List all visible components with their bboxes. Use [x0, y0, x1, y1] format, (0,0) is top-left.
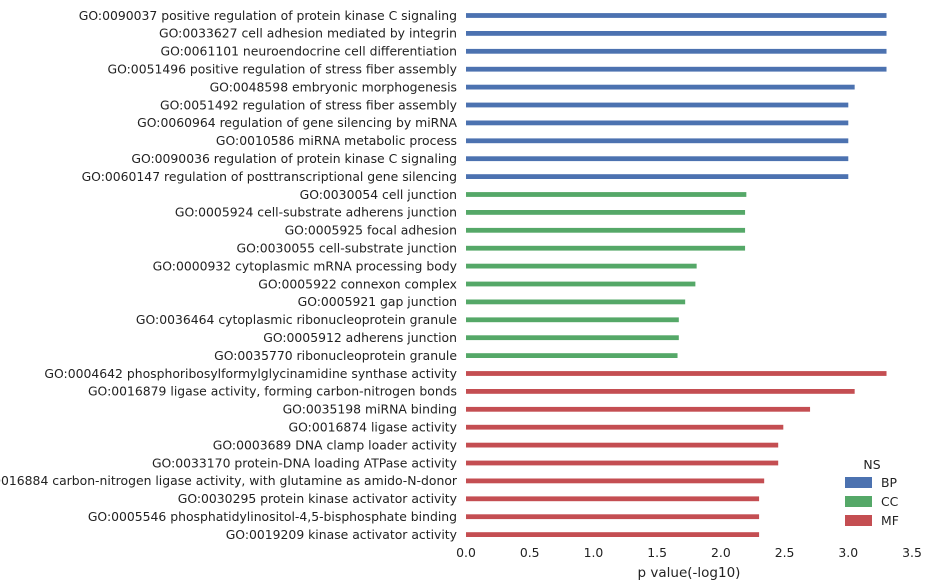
- category-label: GO:0033170 protein-DNA loading ATPase ac…: [152, 455, 457, 470]
- x-axis-label: p value(-log10): [638, 565, 741, 581]
- bar-mf-23: [466, 406, 811, 412]
- legend-label-cc: CC: [881, 494, 898, 509]
- legend-label-mf: MF: [881, 513, 899, 528]
- x-tick-label: 3.5: [902, 545, 922, 560]
- bar-bp-10: [466, 174, 849, 179]
- bar-cc-17: [466, 299, 686, 305]
- category-label: GO:0060147 regulation of posttranscripti…: [82, 169, 457, 184]
- bar-bp-2: [466, 31, 887, 36]
- bar-cc-18: [466, 317, 679, 323]
- category-label: GO:0004642 phosphoribosylformylglycinami…: [44, 366, 457, 381]
- category-label: GO:0010586 miRNA metabolic process: [216, 133, 457, 148]
- bar-cc-16: [466, 281, 696, 287]
- bar-bp-5: [466, 84, 855, 90]
- x-tick-label: 1.5: [647, 545, 667, 560]
- category-label: GO:0016884 carbon-nitrogen ligase activi…: [0, 473, 458, 488]
- category-label: GO:0005924 cell-substrate adherens junct…: [175, 205, 457, 220]
- x-tick-label: 0.5: [520, 545, 540, 560]
- legend-label-bp: BP: [881, 475, 898, 490]
- category-label: GO:0016874 ligase activity: [289, 420, 457, 435]
- category-labels: GO:0090037 positive regulation of protei…: [0, 8, 458, 542]
- bar-bp-4: [466, 66, 887, 72]
- bar-cc-14: [466, 245, 746, 251]
- legend-swatch-cc: [845, 496, 872, 507]
- category-label: GO:0035198 miRNA binding: [283, 402, 457, 417]
- bar-mf-22: [466, 389, 855, 394]
- bar-cc-12: [466, 210, 746, 215]
- category-label: GO:0036464 cytoplasmic ribonucleoprotein…: [136, 312, 457, 327]
- category-label: GO:0061101 neuroendocrine cell different…: [160, 44, 457, 59]
- bar-cc-19: [466, 335, 679, 341]
- category-label: GO:0003689 DNA clamp loader activity: [213, 437, 457, 452]
- category-label: GO:0051492 regulation of stress fiber as…: [160, 97, 457, 112]
- legend-title: NS: [863, 457, 880, 472]
- bar-cc-11: [466, 192, 747, 197]
- category-label: GO:0035770 ribonucleoprotein granule: [214, 348, 457, 363]
- category-label: GO:0051496 positive regulation of stress…: [108, 62, 458, 77]
- category-label: GO:0030054 cell junction: [300, 187, 457, 202]
- category-label: GO:0005921 gap junction: [298, 294, 457, 309]
- bar-mf-24: [466, 424, 784, 430]
- bar-bp-9: [466, 156, 849, 162]
- legend-swatch-mf: [845, 515, 872, 526]
- category-label: GO:0048598 embryonic morphogenesis: [210, 79, 457, 94]
- legend-swatch-bp: [845, 477, 872, 488]
- bar-mf-21: [466, 371, 887, 376]
- bar-bp-8: [466, 138, 849, 144]
- bar-mf-25: [466, 442, 779, 448]
- category-label: GO:0000932 cytoplasmic mRNA processing b…: [153, 258, 457, 273]
- x-tick-label: 3.0: [838, 545, 858, 560]
- category-label: GO:0090036 regulation of protein kinase …: [131, 151, 457, 166]
- bar-cc-13: [466, 227, 746, 233]
- bar-bp-7: [466, 120, 849, 126]
- x-tick-label: 1.0: [584, 545, 604, 560]
- bar-bp-1: [466, 13, 887, 18]
- bar-mf-30: [466, 532, 760, 537]
- category-label: GO:0090037 positive regulation of protei…: [79, 8, 457, 23]
- bar-mf-29: [466, 514, 760, 520]
- bar-cc-15: [466, 263, 697, 269]
- bar-mf-28: [466, 496, 760, 502]
- category-label: GO:0060964 regulation of gene silencing …: [137, 115, 457, 130]
- category-label: GO:0030055 cell-substrate junction: [236, 241, 457, 256]
- category-label: GO:0030295 protein kinase activator acti…: [178, 491, 457, 506]
- category-label: GO:0019209 kinase activator activity: [226, 527, 457, 542]
- bar-bp-3: [466, 48, 887, 54]
- bar-cc-20: [466, 353, 678, 358]
- category-label: GO:0005925 focal adhesion: [285, 223, 457, 238]
- bar-mf-26: [466, 460, 779, 466]
- category-label: GO:0005912 adherens junction: [263, 330, 457, 345]
- category-label: GO:0033627 cell adhesion mediated by int…: [159, 26, 457, 41]
- x-tick-label: 2.0: [711, 545, 731, 560]
- x-tick-label: 0.0: [456, 545, 476, 560]
- category-label: GO:0005546 phosphatidylinositol-4,5-bisp…: [88, 509, 457, 524]
- legend: NS BP CC MF: [845, 457, 899, 528]
- x-axis: 0.0 0.5 1.0 1.5 2.0 2.5 3.0 3.5: [456, 545, 922, 560]
- bar-bp-6: [466, 102, 849, 108]
- category-label: GO:0016879 ligase activity, forming carb…: [88, 384, 457, 399]
- bars-layer: [466, 13, 887, 537]
- category-label: GO:0005922 connexon complex: [258, 276, 457, 291]
- x-tick-label: 2.5: [775, 545, 795, 560]
- bar-mf-27: [466, 478, 765, 484]
